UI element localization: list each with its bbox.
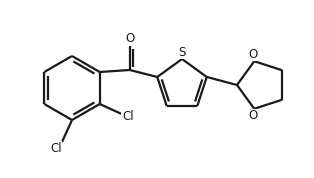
Text: Cl: Cl [122,109,133,122]
Text: O: O [249,48,258,61]
Text: O: O [125,33,134,46]
Text: O: O [249,109,258,122]
Text: S: S [178,46,186,59]
Text: Cl: Cl [50,142,62,155]
